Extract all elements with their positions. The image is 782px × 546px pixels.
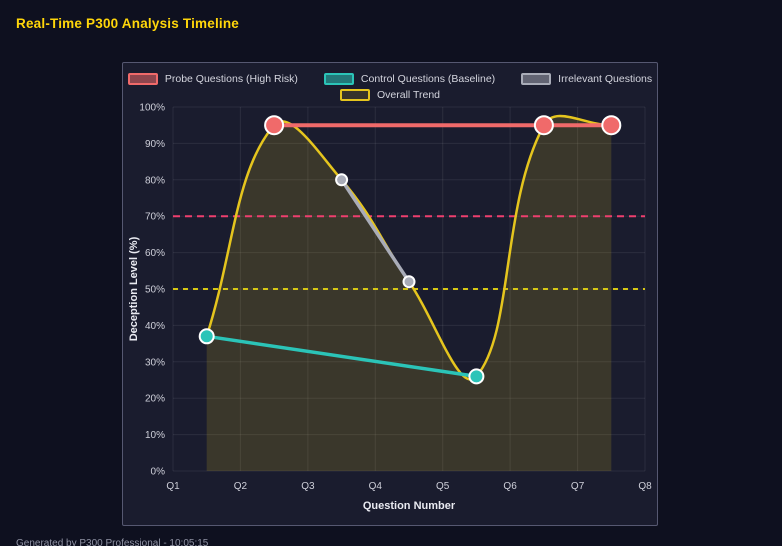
legend-swatch	[127, 73, 158, 85]
x-tick-label: Q5	[436, 481, 450, 492]
legend-item[interactable]: Overall Trend	[339, 89, 441, 101]
x-tick-label: Q4	[369, 481, 383, 492]
legend-label: Probe Questions (High Risk)	[164, 73, 298, 85]
y-tick-label: 50%	[145, 285, 165, 296]
legend-label: Irrelevant Questions	[558, 73, 653, 85]
data-point[interactable]	[335, 173, 349, 187]
legend-label: Control Questions (Baseline)	[360, 73, 496, 85]
legend-item[interactable]: Control Questions (Baseline)	[323, 73, 496, 85]
y-tick-label: 20%	[145, 394, 165, 405]
chart-layers: Q1 Q2 Q3 Q4 Q5 Q6 Q7 Q8 0% 10% 20% 30% 40% 50% 60% 70% 8…	[139, 103, 652, 493]
data-point[interactable]	[264, 115, 285, 136]
legend-item[interactable]: Irrelevant Questions	[521, 73, 652, 85]
legend-row: Overall Trend	[339, 89, 441, 101]
y-tick-label: 40%	[145, 321, 165, 332]
y-tick-label: 70%	[145, 212, 165, 223]
x-tick-label: Q7	[571, 481, 585, 492]
y-tick-label: 100%	[139, 103, 165, 114]
legend-swatch	[339, 89, 370, 101]
y-tick-label: 90%	[145, 139, 165, 150]
y-tick-label: 30%	[145, 357, 165, 368]
y-axis-title: Deception Level (%)	[128, 236, 140, 341]
data-point[interactable]	[533, 115, 554, 136]
y-tick-label: 10%	[145, 430, 165, 441]
legend-swatch	[323, 73, 354, 85]
y-tick-label: 60%	[145, 248, 165, 259]
y-tick-label: 80%	[145, 175, 165, 186]
legend-swatch	[521, 73, 552, 85]
y-tick-label: 0%	[151, 467, 166, 478]
legend-item[interactable]: Probe Questions (High Risk)	[127, 73, 298, 85]
data-point[interactable]	[601, 115, 622, 136]
series-line	[339, 178, 411, 284]
chart-svg: Q1 Q2 Q3 Q4 Q5 Q6 Q7 Q8 0% 10% 20% 30% 40% 50% 60% 70% 8…	[128, 103, 652, 513]
chart-panel: Probe Questions (High Risk) Control Quest…	[122, 62, 658, 526]
x-tick-label: Q1	[166, 481, 180, 492]
trend-area-fill	[206, 116, 612, 471]
footer-note: Generated by P300 Professional - 10:05:1…	[16, 538, 209, 546]
legend-row: Probe Questions (High Risk) Control Quest…	[127, 73, 652, 85]
legend-label: Overall Trend	[376, 89, 441, 101]
x-tick-label: Q2	[234, 481, 248, 492]
page-title: Real-Time P300 Analysis Timeline	[16, 16, 240, 31]
x-tick-label: Q8	[638, 481, 652, 492]
series-line	[204, 334, 479, 379]
data-point[interactable]	[468, 368, 485, 385]
x-tick-label: Q3	[301, 481, 315, 492]
data-point[interactable]	[198, 328, 215, 345]
data-point[interactable]	[402, 275, 416, 289]
x-axis-title: Question Number	[363, 500, 456, 512]
chart-legend: Probe Questions (High Risk) Control Quest…	[123, 73, 657, 101]
x-tick-label: Q6	[503, 481, 517, 492]
